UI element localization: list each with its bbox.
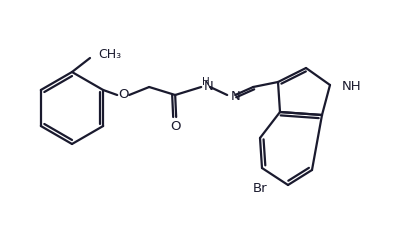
Text: O: O	[170, 119, 180, 132]
Text: N: N	[204, 80, 214, 93]
Text: Br: Br	[253, 182, 267, 195]
Text: N: N	[231, 89, 241, 102]
Text: H: H	[202, 77, 210, 87]
Text: CH₃: CH₃	[98, 49, 121, 62]
Text: O: O	[118, 88, 128, 101]
Text: NH: NH	[342, 80, 362, 93]
